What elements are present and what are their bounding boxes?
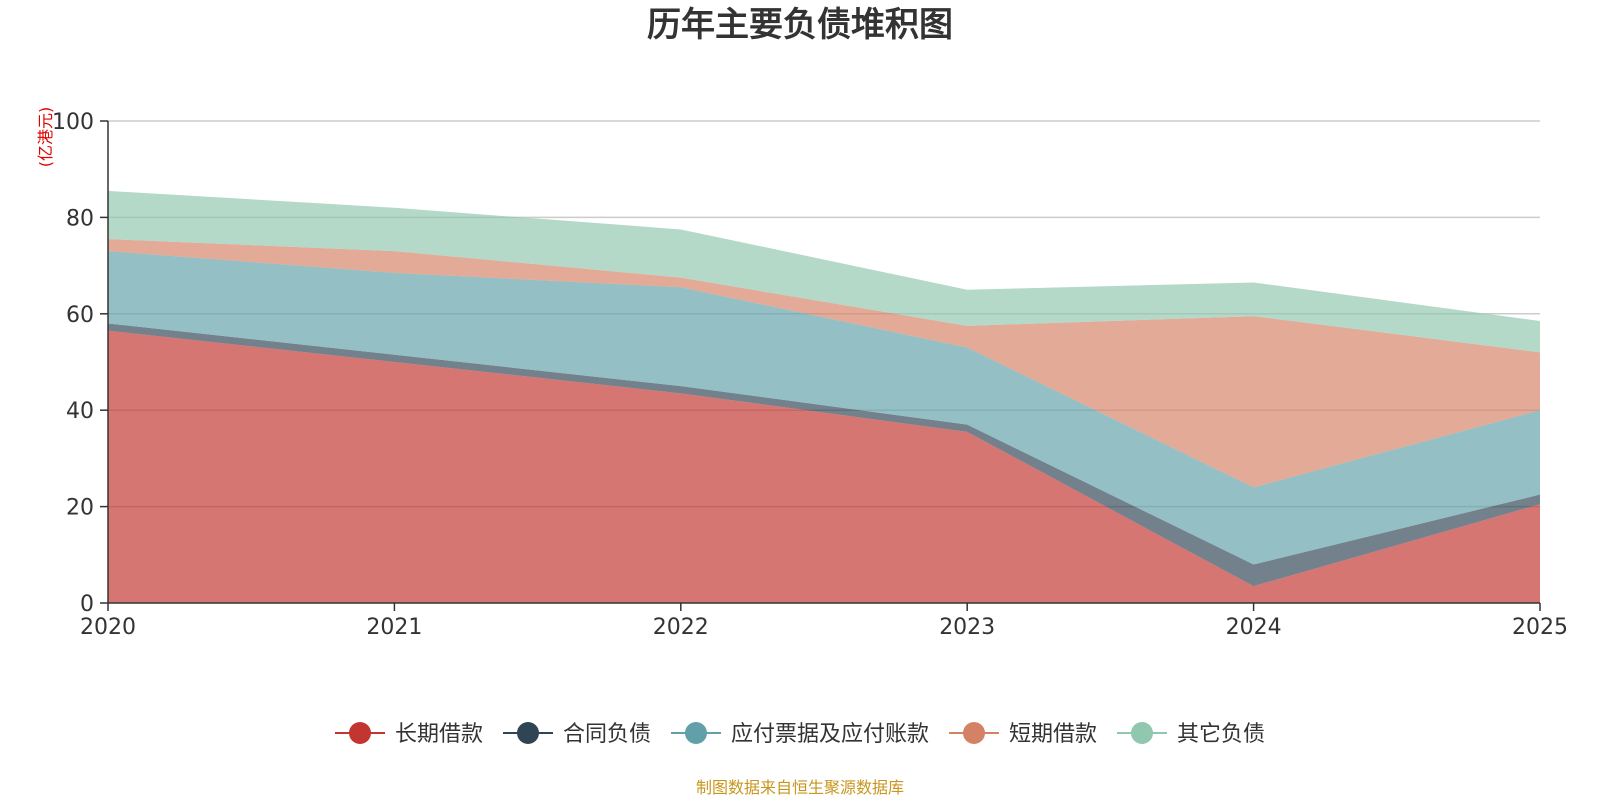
legend[interactable]: 长期借款 合同负债 应付票据及应付账款 短期借款 其它负债 <box>335 722 1265 747</box>
y-tick-label: 60 <box>66 303 94 328</box>
x-tick-label: 2023 <box>939 615 995 640</box>
x-tick-label: 2021 <box>366 615 422 640</box>
x-tick-label: 2020 <box>80 615 136 640</box>
legend-label: 其它负债 <box>1177 722 1265 747</box>
legend-item-1[interactable]: 长期借款 <box>335 722 483 747</box>
area-series-3 <box>108 251 1540 565</box>
legend-marker <box>349 722 371 744</box>
legend-item-5[interactable]: 其它负债 <box>1117 722 1265 747</box>
x-tick-label: 2025 <box>1512 615 1568 640</box>
area-series-5 <box>108 190 1540 353</box>
y-tick-label: 40 <box>66 399 94 424</box>
legend-marker <box>963 722 985 744</box>
legend-item-4[interactable]: 短期借款 <box>949 722 1097 747</box>
legend-marker <box>1131 722 1153 744</box>
area-series-1 <box>108 330 1540 603</box>
y-axis-unit-label: (亿港元) <box>36 107 55 168</box>
y-tick-label: 20 <box>66 496 94 521</box>
legend-label: 短期借款 <box>1009 722 1097 747</box>
legend-item-2[interactable]: 合同负债 <box>503 722 651 747</box>
data-source-note: 制图数据来自恒生聚源数据库 <box>696 778 904 797</box>
legend-marker <box>685 722 707 744</box>
y-tick-label: 100 <box>52 110 94 135</box>
y-tick-label: 0 <box>80 592 94 617</box>
legend-label: 长期借款 <box>395 722 483 747</box>
legend-label: 应付票据及应付账款 <box>731 722 929 747</box>
y-tick-label: 80 <box>66 206 94 231</box>
area-series <box>108 190 1540 603</box>
x-tick-label: 2022 <box>653 615 709 640</box>
legend-label: 合同负债 <box>563 722 651 747</box>
legend-marker <box>517 722 539 744</box>
legend-item-3[interactable]: 应付票据及应付账款 <box>671 722 929 747</box>
axes: 0 20 40 60 80 100 2020 2021 2022 2023 2024 2025 <box>52 110 1568 640</box>
area-series-4 <box>108 239 1540 488</box>
chart-title: 历年主要负债堆积图 <box>647 5 953 45</box>
x-tick-label: 2024 <box>1226 615 1282 640</box>
